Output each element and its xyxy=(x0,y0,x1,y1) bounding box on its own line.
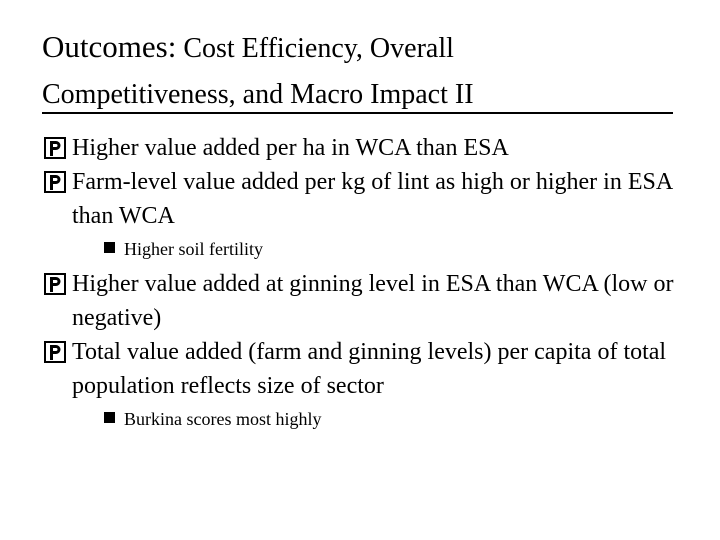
square-bullet-icon xyxy=(104,412,115,423)
title-divider xyxy=(42,112,673,114)
box-p-bullet-icon xyxy=(44,341,66,363)
bullet-text: Higher value added at ginning level in E… xyxy=(72,271,674,331)
bullet-item-2: Farm-level value added per kg of lint as… xyxy=(42,165,682,233)
bullet-item-4: Total value added (farm and ginning leve… xyxy=(42,335,682,403)
bullet-text: Total value added (farm and ginning leve… xyxy=(72,339,667,399)
title-first-word: Outcomes: xyxy=(42,29,177,64)
bullet-text: Farm-level value added per kg of lint as… xyxy=(72,169,672,229)
bullet-list: Higher value added per ha in WCA than ES… xyxy=(42,131,682,437)
bullet-text: Higher value added per ha in WCA than ES… xyxy=(72,135,509,161)
box-p-bullet-icon xyxy=(44,171,66,193)
title-line1-rest: Cost Efficiency, Overall xyxy=(176,33,454,64)
sub-bullet-text: Burkina scores most highly xyxy=(124,409,322,429)
box-p-bullet-icon xyxy=(44,273,66,295)
bullet-item-3: Higher value added at ginning level in E… xyxy=(42,267,682,335)
sub-bullet-item-2: Burkina scores most highly xyxy=(42,406,682,432)
title-line2: Competitiveness, and Macro Impact II xyxy=(42,79,474,110)
slide-title: Outcomes: Cost Efficiency, Overall Compe… xyxy=(42,24,682,118)
sub-bullet-text: Higher soil fertility xyxy=(124,239,263,259)
square-bullet-icon xyxy=(104,242,115,253)
bullet-item-1: Higher value added per ha in WCA than ES… xyxy=(42,131,682,165)
sub-bullet-item-1: Higher soil fertility xyxy=(42,236,682,262)
box-p-bullet-icon xyxy=(44,137,66,159)
